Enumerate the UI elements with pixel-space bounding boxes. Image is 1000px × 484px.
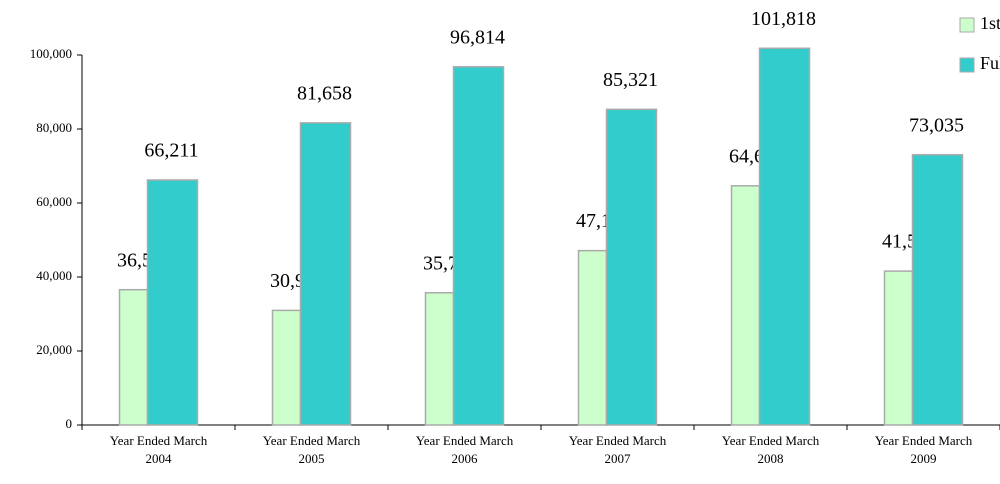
y-tick-label: 60,000 (36, 194, 72, 209)
y-tick-label: 40,000 (36, 268, 72, 283)
legend-swatch (959, 17, 975, 33)
x-tick-label: 2009 (911, 451, 937, 466)
bar (271, 309, 302, 426)
bar (299, 122, 352, 426)
bar (118, 288, 149, 426)
x-tick-label: Year Ended March (722, 433, 820, 448)
value-label: 81,658 (297, 82, 352, 104)
value-label: 73,035 (909, 114, 964, 136)
bar (730, 185, 761, 426)
x-tick-label: Year Ended March (263, 433, 361, 448)
legend-label: 1st Half (980, 13, 1000, 33)
value-label: 96,814 (450, 26, 505, 48)
bar (758, 47, 811, 426)
x-tick-label: 2006 (452, 451, 479, 466)
x-tick-label: Year Ended March (416, 433, 514, 448)
y-tick-label: 100,000 (30, 46, 72, 61)
bar (424, 291, 455, 426)
x-tick-label: 2005 (299, 451, 325, 466)
bar (605, 108, 658, 426)
bar (146, 179, 199, 426)
value-label: 101,818 (751, 8, 816, 30)
bar (452, 66, 505, 426)
x-tick-label: Year Ended March (110, 433, 208, 448)
y-tick-label: 20,000 (36, 342, 72, 357)
value-label: 85,321 (603, 69, 658, 91)
y-tick-label: 0 (66, 416, 73, 431)
x-tick-label: Year Ended March (569, 433, 667, 448)
value-label: 66,211 (144, 140, 198, 162)
x-tick-label: 2004 (146, 451, 173, 466)
bar (577, 249, 608, 426)
bar (883, 270, 914, 426)
x-tick-label: Year Ended March (875, 433, 973, 448)
y-tick-label: 80,000 (36, 120, 72, 135)
x-tick-label: 2008 (758, 451, 784, 466)
legend-swatch (959, 57, 975, 73)
x-tick-label: 2007 (605, 451, 632, 466)
bar (911, 154, 964, 426)
legend-label: Full Year (980, 53, 1000, 73)
